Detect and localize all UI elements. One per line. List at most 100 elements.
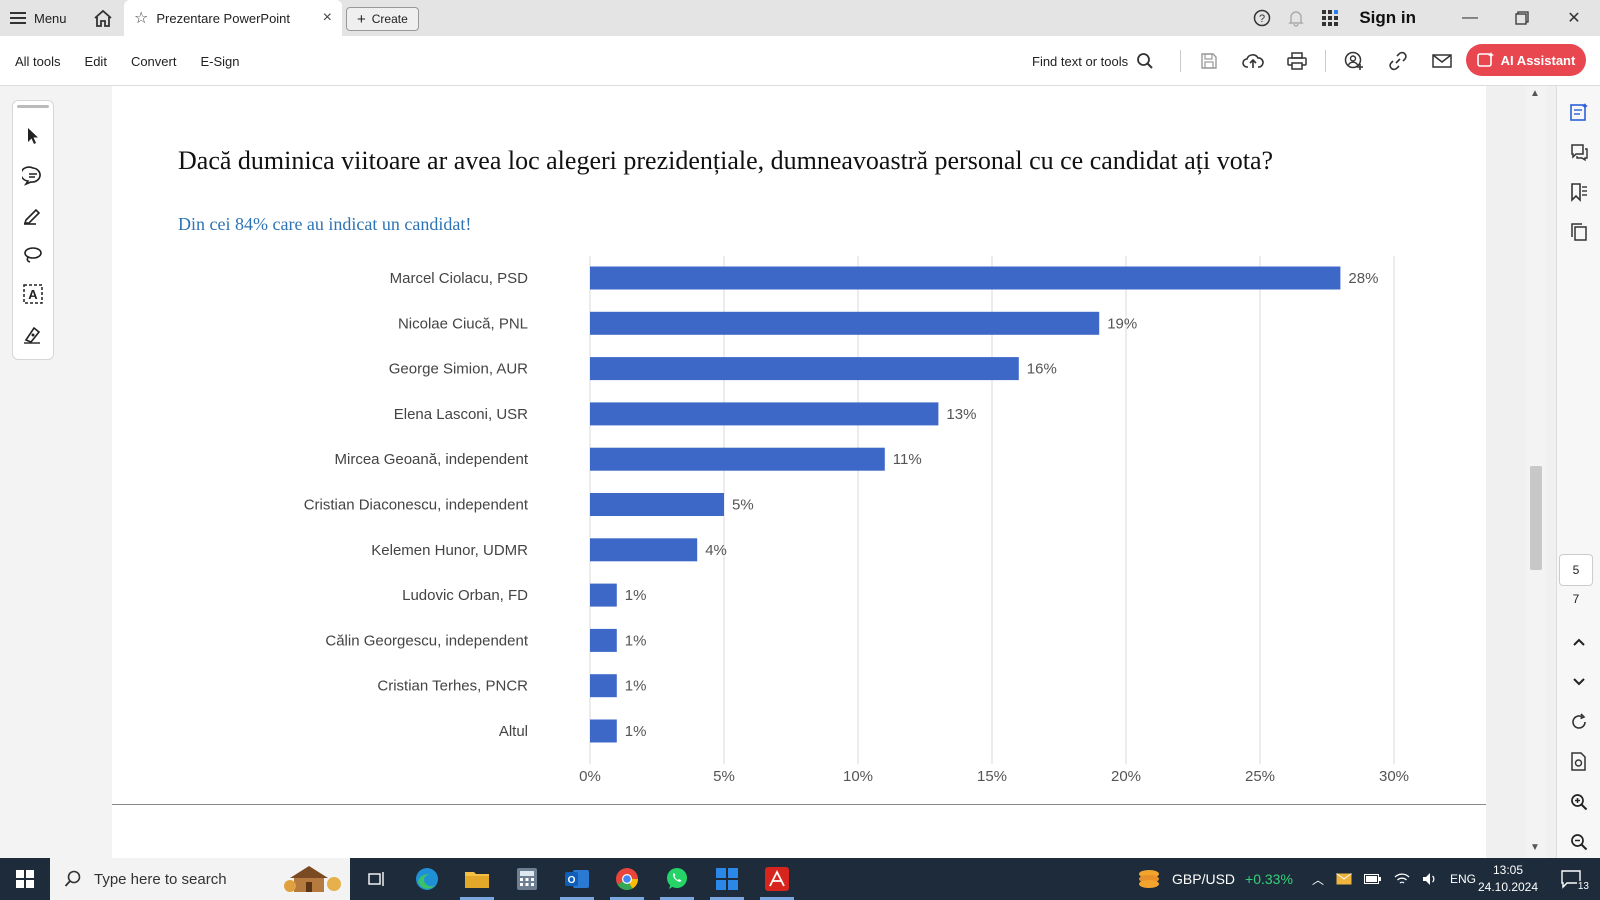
star-icon[interactable]: ☆ bbox=[134, 10, 149, 27]
search-placeholder: Type here to search bbox=[94, 870, 227, 888]
mail-tray-icon[interactable] bbox=[1336, 873, 1352, 885]
bell-icon[interactable] bbox=[1279, 0, 1313, 36]
clock[interactable]: 13:05 24.10.2024 bbox=[1472, 862, 1544, 896]
comment-icon[interactable] bbox=[18, 161, 48, 190]
currency-coins-icon bbox=[1139, 870, 1159, 888]
main-toolbar: All tools Edit Convert E-Sign Find text … bbox=[0, 36, 1600, 86]
taskbar-search-input[interactable]: Type here to search bbox=[50, 858, 350, 900]
data-label: 4% bbox=[705, 542, 727, 559]
ai-assistant-button[interactable]: AI Assistant bbox=[1466, 44, 1586, 76]
home-icon[interactable] bbox=[92, 8, 114, 28]
notification-center-button[interactable]: 13 bbox=[1552, 864, 1592, 894]
tray-chevron-icon[interactable]: ︿ bbox=[1312, 872, 1325, 887]
document-page: Dacă duminica viitoare ar avea loc alege… bbox=[112, 86, 1486, 858]
sign-in-button[interactable]: Sign in bbox=[1359, 8, 1416, 27]
document-panel-icon[interactable] bbox=[1557, 92, 1600, 132]
drag-handle[interactable] bbox=[17, 105, 49, 108]
scroll-down-icon[interactable]: ▼ bbox=[1530, 842, 1540, 853]
link-icon[interactable] bbox=[1382, 45, 1414, 77]
microsoft-store-icon[interactable] bbox=[702, 858, 752, 900]
menu-button[interactable]: Menu bbox=[10, 6, 67, 30]
page-bottom-edge bbox=[112, 804, 1486, 805]
vertical-scrollbar[interactable]: ▲ ▼ bbox=[1526, 86, 1546, 858]
scroll-thumb[interactable] bbox=[1530, 466, 1542, 570]
find-tools-button[interactable]: Find text or tools bbox=[1032, 36, 1154, 86]
menu-convert[interactable]: Convert bbox=[130, 53, 177, 69]
category-label: Elena Lasconi, USR bbox=[394, 406, 528, 423]
acrobat-icon[interactable] bbox=[752, 858, 802, 900]
lasso-draw-icon[interactable] bbox=[18, 240, 48, 269]
scroll-up-icon[interactable]: ▲ bbox=[1530, 88, 1540, 99]
x-tick-label: 30% bbox=[1379, 768, 1409, 785]
print-icon[interactable] bbox=[1281, 45, 1313, 77]
whatsapp-icon[interactable] bbox=[652, 858, 702, 900]
outlook-icon[interactable]: O bbox=[552, 858, 602, 900]
highlight-pen-icon[interactable] bbox=[18, 201, 48, 230]
rotate-icon[interactable] bbox=[1557, 702, 1600, 742]
calculator-icon[interactable] bbox=[502, 858, 552, 900]
help-icon[interactable]: ? bbox=[1245, 0, 1279, 36]
page-settings-icon[interactable] bbox=[1557, 742, 1600, 782]
menu-e-sign[interactable]: E-Sign bbox=[200, 53, 240, 69]
save-icon[interactable] bbox=[1193, 45, 1225, 77]
task-view-icon[interactable] bbox=[352, 858, 402, 900]
category-label: Călin Georgescu, independent bbox=[325, 632, 528, 649]
fx-widget[interactable]: GBP/USD +0.33% bbox=[1136, 858, 1293, 900]
chrome-icon[interactable] bbox=[602, 858, 652, 900]
bar bbox=[590, 538, 698, 562]
data-label: 16% bbox=[1027, 361, 1057, 378]
battery-icon[interactable] bbox=[1364, 873, 1382, 885]
minimize-icon[interactable]: — bbox=[1462, 9, 1478, 26]
apps-grid-icon[interactable] bbox=[1313, 0, 1347, 36]
notification-icon bbox=[1561, 870, 1581, 889]
bar bbox=[590, 719, 617, 743]
data-label: 1% bbox=[625, 587, 647, 604]
tab-title: Prezentare PowerPoint bbox=[156, 10, 291, 26]
text-box-icon[interactable]: A bbox=[18, 280, 48, 309]
page-thumbnails-icon[interactable] bbox=[1557, 212, 1600, 252]
file-explorer-icon[interactable] bbox=[452, 858, 502, 900]
svg-text:?: ? bbox=[1259, 13, 1265, 25]
bar bbox=[590, 447, 885, 471]
upload-cloud-icon[interactable] bbox=[1237, 45, 1269, 77]
volume-icon[interactable] bbox=[1422, 872, 1438, 886]
total-pages: 7 bbox=[1572, 592, 1580, 606]
signature-pen-icon[interactable] bbox=[18, 320, 48, 349]
start-button[interactable] bbox=[0, 858, 50, 900]
x-tick-label: 5% bbox=[713, 768, 735, 785]
right-rail: 5 7 bbox=[1556, 86, 1600, 858]
category-label: George Simion, AUR bbox=[389, 361, 528, 378]
category-label: Ludovic Orban, FD bbox=[402, 587, 528, 604]
close-window-icon[interactable]: ✕ bbox=[1567, 10, 1581, 27]
previous-page-icon[interactable] bbox=[1557, 622, 1600, 662]
menu-all-tools[interactable]: All tools bbox=[15, 53, 61, 69]
category-label: Mircea Geoană, independent bbox=[335, 451, 529, 468]
restore-icon[interactable] bbox=[1496, 0, 1548, 36]
email-icon[interactable] bbox=[1426, 45, 1458, 77]
category-label: Nicolae Ciucă, PNL bbox=[398, 315, 528, 332]
share-user-icon[interactable] bbox=[1338, 45, 1370, 77]
hamburger-icon bbox=[10, 12, 26, 24]
comments-panel-icon[interactable] bbox=[1557, 132, 1600, 172]
current-page-input[interactable]: 5 bbox=[1559, 554, 1593, 586]
data-label: 19% bbox=[1107, 315, 1137, 332]
clock-time: 13:05 bbox=[1492, 863, 1524, 877]
next-page-icon[interactable] bbox=[1557, 662, 1600, 702]
bookmarks-icon[interactable] bbox=[1557, 172, 1600, 212]
data-label: 1% bbox=[625, 632, 647, 649]
menu-edit[interactable]: Edit bbox=[84, 53, 107, 69]
toolbar-separator bbox=[1180, 50, 1181, 72]
zoom-in-icon[interactable] bbox=[1557, 782, 1600, 822]
create-button[interactable]: + Create bbox=[346, 7, 419, 31]
notification-count: 13 bbox=[1576, 881, 1590, 892]
x-tick-label: 15% bbox=[977, 768, 1007, 785]
wifi-icon[interactable] bbox=[1394, 872, 1410, 886]
tab-close-icon[interactable]: × bbox=[322, 9, 332, 26]
language-indicator[interactable]: ENG bbox=[1450, 872, 1477, 886]
zoom-out-icon[interactable] bbox=[1557, 822, 1600, 862]
select-cursor-icon[interactable] bbox=[18, 122, 48, 151]
edge-browser-icon[interactable] bbox=[402, 858, 452, 900]
clock-date: 24.10.2024 bbox=[1477, 880, 1539, 894]
document-tab[interactable]: ☆ Prezentare PowerPoint × bbox=[124, 0, 342, 36]
system-tray: ︿ ENG bbox=[1312, 858, 1476, 900]
